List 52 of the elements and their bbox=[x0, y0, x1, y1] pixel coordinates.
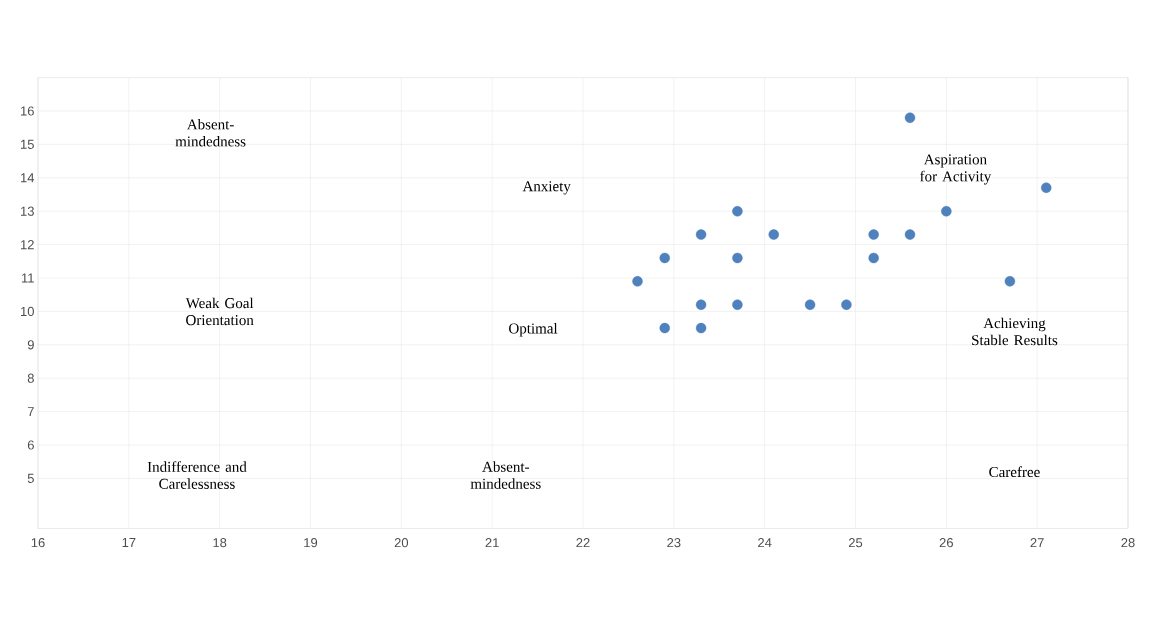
point bbox=[904, 229, 916, 240]
y-tick-label: 8 bbox=[27, 373, 34, 383]
x-tick-label: 26 bbox=[939, 538, 953, 548]
annotation: Optimal bbox=[509, 322, 558, 337]
y-tick-label: 12 bbox=[21, 240, 34, 250]
x-tick-label: 25 bbox=[848, 538, 863, 548]
point bbox=[804, 299, 816, 310]
annotation: Aspiration for Activity bbox=[920, 154, 992, 185]
x-tick-label: 17 bbox=[122, 538, 136, 547]
y-tick-label: 9 bbox=[27, 340, 34, 350]
point bbox=[732, 206, 743, 217]
y-tick-label: 10 bbox=[21, 306, 34, 316]
x-tick-label: 24 bbox=[758, 538, 772, 548]
y-tick-label: 15 bbox=[21, 139, 34, 149]
point bbox=[868, 252, 879, 264]
x-tick-label: 20 bbox=[394, 538, 409, 548]
point bbox=[1004, 276, 1016, 287]
annotation: Absent-mindedness bbox=[470, 461, 541, 489]
point bbox=[868, 229, 879, 240]
point bbox=[659, 322, 670, 334]
y-tick-label: 7 bbox=[27, 407, 34, 417]
x-tick-label: 22 bbox=[576, 538, 590, 548]
point bbox=[695, 299, 707, 310]
point bbox=[659, 252, 670, 264]
point bbox=[768, 229, 779, 240]
annotation: Indifference and Carelessness bbox=[147, 461, 247, 489]
annotation: Anxiety bbox=[522, 181, 571, 195]
annotation: Achieving Stable Results bbox=[972, 317, 1058, 346]
x-tick-label: 28 bbox=[1121, 538, 1135, 548]
y-tick-label: 5 bbox=[27, 473, 34, 483]
y-tick-label: 14 bbox=[21, 173, 35, 183]
point bbox=[695, 322, 707, 334]
y-tick-label: 6 bbox=[27, 440, 34, 450]
point bbox=[941, 206, 952, 217]
y-tick-label: 13 bbox=[21, 206, 34, 216]
y-tick-label: 11 bbox=[21, 273, 34, 283]
x-tick-label: 23 bbox=[667, 538, 681, 548]
x-tick-label: 18 bbox=[213, 538, 227, 548]
annotation: Weak Goal Orientation bbox=[185, 297, 254, 326]
point bbox=[695, 229, 707, 240]
point bbox=[904, 112, 916, 123]
point bbox=[841, 299, 852, 310]
point bbox=[632, 276, 643, 287]
point bbox=[732, 252, 743, 264]
x-tick-label: 19 bbox=[304, 538, 318, 548]
x-tick-label: 27 bbox=[1030, 538, 1044, 548]
annotation: Absent-mindedness bbox=[175, 118, 246, 147]
point bbox=[732, 299, 743, 310]
y-tick-label: 16 bbox=[21, 106, 34, 116]
annotation: Carefree bbox=[989, 466, 1040, 478]
point bbox=[1041, 182, 1052, 194]
x-tick-label: 21 bbox=[485, 538, 499, 548]
